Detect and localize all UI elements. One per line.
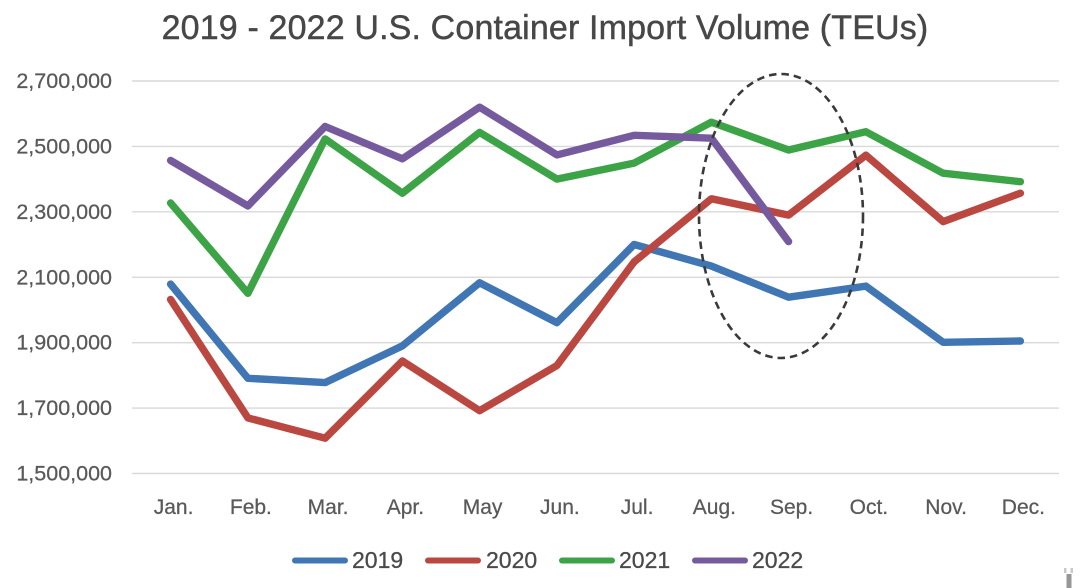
- svg-text:2,100,000: 2,100,000: [16, 265, 112, 289]
- svg-text:Dec.: Dec.: [1002, 496, 1045, 519]
- svg-text:2020: 2020: [486, 547, 537, 573]
- svg-text:1,700,000: 1,700,000: [16, 396, 112, 420]
- svg-text:2,500,000: 2,500,000: [16, 134, 112, 158]
- svg-text:1,500,000: 1,500,000: [16, 462, 112, 486]
- svg-text:Jul.: Jul.: [621, 496, 654, 519]
- svg-text:2,700,000: 2,700,000: [16, 69, 112, 93]
- svg-text:Jan.: Jan.: [154, 496, 194, 519]
- svg-text:Mar.: Mar.: [308, 496, 349, 519]
- svg-text:Sep.: Sep.: [770, 496, 813, 519]
- svg-text:2,300,000: 2,300,000: [16, 200, 112, 224]
- svg-text:Oct.: Oct.: [850, 496, 889, 519]
- svg-text:2022: 2022: [752, 547, 803, 573]
- svg-text:2019 - 2022 U.S. Container Imp: 2019 - 2022 U.S. Container Import Volume…: [162, 9, 929, 47]
- svg-text:May: May: [463, 496, 503, 519]
- svg-text:Nov.: Nov.: [925, 496, 967, 519]
- svg-text:Aug.: Aug.: [693, 496, 736, 519]
- svg-text:Feb.: Feb.: [230, 496, 272, 519]
- svg-text:1,900,000: 1,900,000: [16, 331, 112, 355]
- svg-text:2021: 2021: [619, 547, 670, 573]
- svg-text:2019: 2019: [352, 547, 403, 573]
- svg-text:Jun.: Jun.: [540, 496, 580, 519]
- svg-text:Apr.: Apr.: [387, 496, 424, 519]
